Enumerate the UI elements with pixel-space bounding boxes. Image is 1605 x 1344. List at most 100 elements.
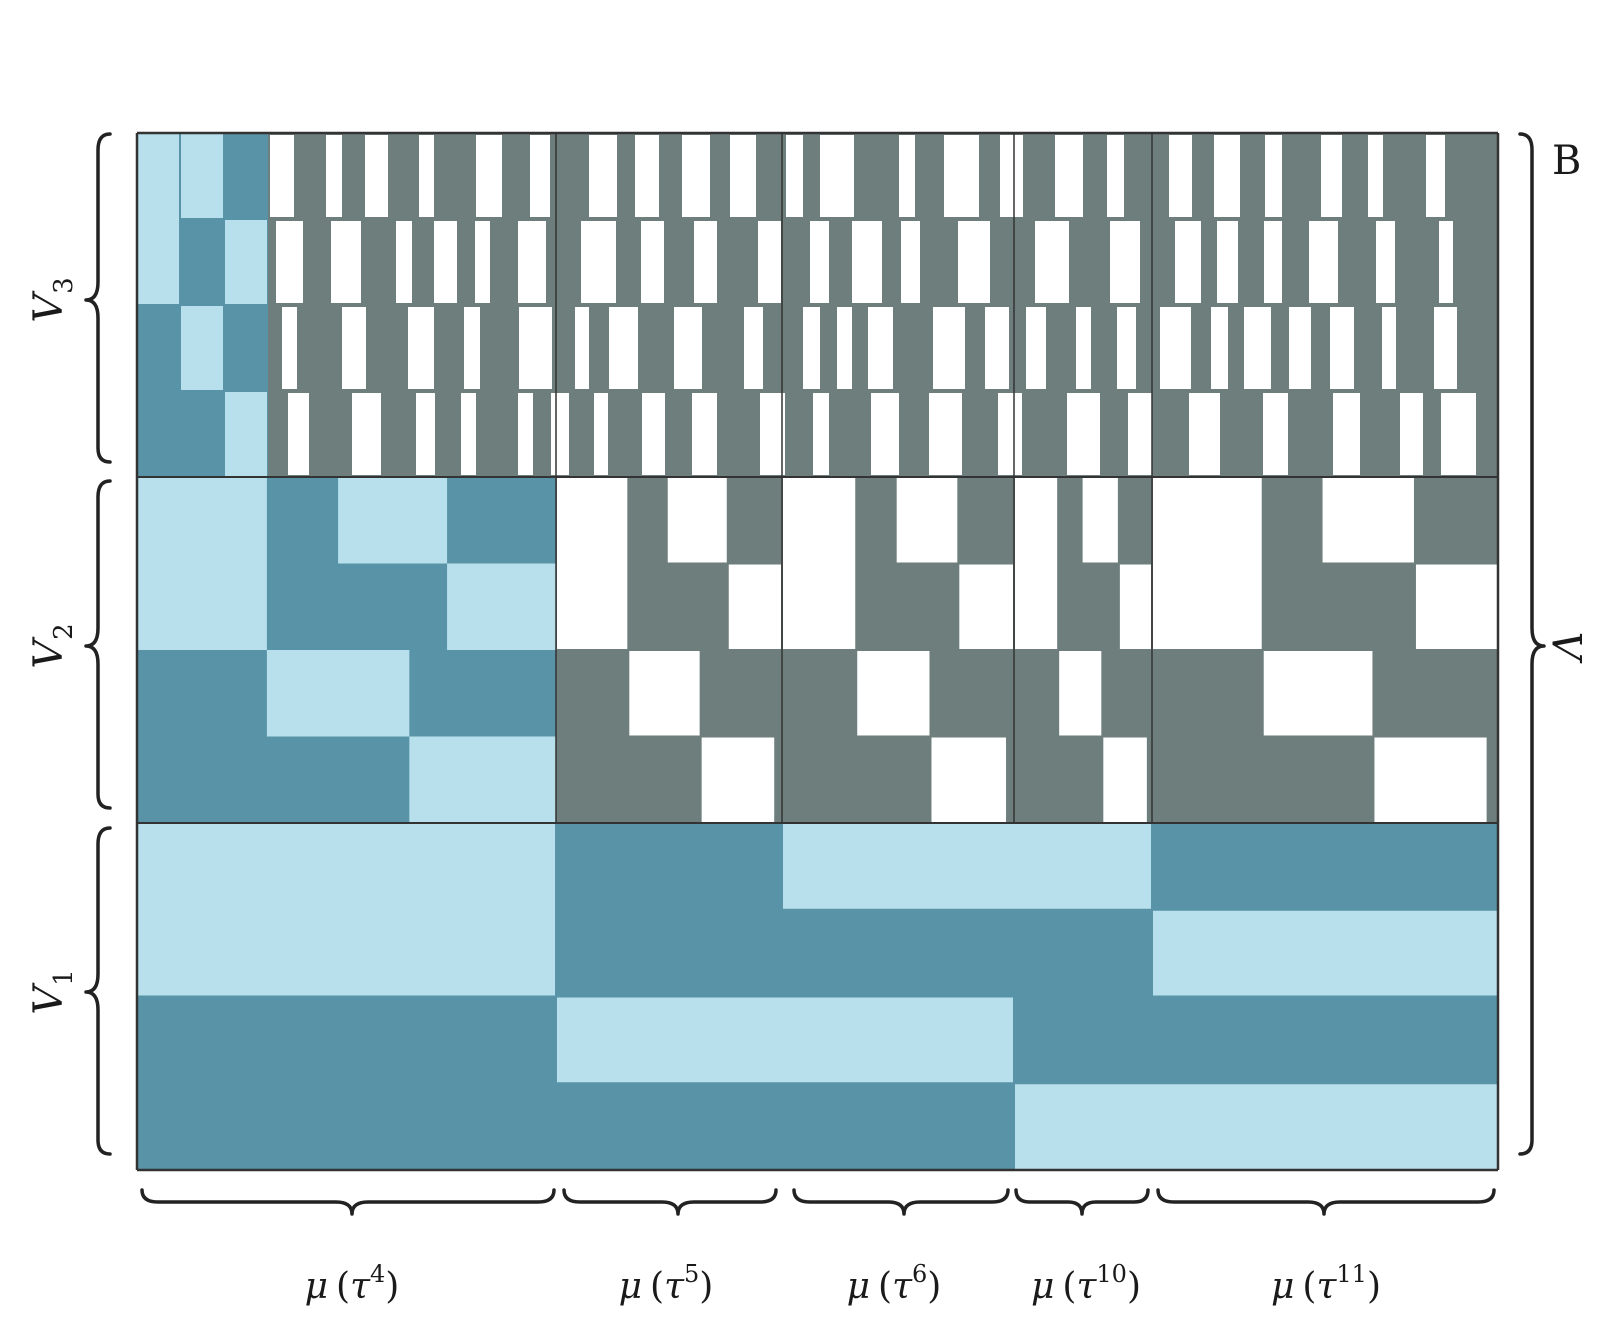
v1-cell-2 [783, 824, 1151, 909]
v3-stripe-r0-19 [1265, 135, 1282, 217]
brace-col-tau10 [1014, 1188, 1150, 1216]
v2-group1-white-1 [667, 478, 727, 563]
v3-stripe-r2-13 [985, 307, 1009, 389]
v2-group3-white-4 [1103, 737, 1147, 822]
v2-group1-white-0 [557, 478, 628, 649]
v3-stripe-r1-17 [1217, 221, 1238, 303]
label-lambda: Λ [1546, 632, 1592, 665]
v3-stripe-r0-14 [1000, 135, 1023, 217]
v3-stripe-r1-6 [581, 221, 616, 303]
v3-stripe-r0-12 [899, 135, 915, 217]
v2-group0-cell-2 [447, 563, 556, 650]
v3-stripe-r3-13 [998, 393, 1022, 475]
svg-text:V1: V1 [26, 969, 79, 1014]
brace-col-tau4 [140, 1188, 556, 1216]
v3-stripe-r2-5 [575, 307, 589, 389]
v3-light-4 [225, 392, 267, 476]
v3-stripe-r2-2 [408, 307, 434, 389]
v3-stripe-r0-6 [589, 135, 617, 217]
v2-group0-cell-3 [266, 650, 410, 737]
col-label-tau6: μ (τ6) [847, 1260, 942, 1307]
v3-stripe-r1-12 [901, 221, 920, 303]
v3-stripe-r3-19 [1400, 393, 1423, 475]
col-label-tau4: μ (τ4) [305, 1260, 400, 1307]
v3-stripe-r3-10 [813, 393, 829, 475]
col-label-tau5: μ (τ5) [619, 1260, 714, 1307]
v3-stripe-r1-3 [434, 221, 457, 303]
label-b: B [1552, 138, 1581, 184]
v3-stripe-r0-16 [1107, 135, 1124, 217]
v2-group1-white-4 [701, 737, 775, 822]
v3-light-0 [138, 134, 179, 304]
v3-stripe-r3-5 [551, 393, 569, 475]
v3-stripe-r2-0 [282, 307, 297, 389]
v3-stripe-r3-20 [1441, 393, 1476, 475]
v2-group4-white-2 [1415, 564, 1497, 649]
v2-group2-white-3 [857, 651, 930, 736]
v3-stripe-r1-14 [1035, 221, 1069, 303]
v3-stripe-r2-14 [1026, 307, 1046, 389]
v3-stripe-r1-10 [810, 221, 829, 303]
v1-cell-0 [138, 824, 555, 996]
v3-stripe-r2-12 [933, 307, 965, 389]
v3-stripe-r0-22 [1426, 135, 1445, 217]
v3-stripe-r1-4 [475, 221, 490, 303]
v3-stripe-r0-20 [1321, 135, 1342, 217]
row-label-v3: V3 [26, 277, 79, 322]
v1-cell-4 [1153, 910, 1497, 996]
grid-lines [135, 131, 1500, 1172]
v2-group4-white-1 [1322, 478, 1414, 563]
v2-group1-white-3 [629, 651, 700, 736]
v3-stripe-r2-8 [744, 307, 763, 389]
v3-stripe-r3-6 [594, 393, 608, 475]
v2-group2-white-2 [959, 564, 1013, 649]
v3-stripe-r2-23 [1434, 307, 1457, 389]
v3-stripe-r2-11 [868, 307, 893, 389]
brace-col-tau5 [562, 1188, 778, 1216]
v3-stripe-r2-9 [803, 307, 820, 389]
v3-stripe-r0-8 [682, 135, 710, 217]
v3-stripe-r0-13 [944, 135, 979, 217]
v3-stripe-r3-15 [1128, 393, 1152, 475]
v2-group3-white-3 [1059, 651, 1102, 736]
v3-stripe-r3-7 [642, 393, 665, 475]
v3-stripe-r3-17 [1263, 393, 1288, 475]
v3-stripe-r2-6 [609, 307, 638, 389]
v3-stripe-r0-18 [1214, 135, 1240, 217]
v3-stripe-r2-7 [674, 307, 702, 389]
grid-cells [137, 133, 1498, 1170]
v3-stripe-r3-4 [518, 393, 533, 475]
v3-stripe-r2-20 [1289, 307, 1311, 389]
v3-stripe-r1-21 [1439, 221, 1453, 303]
v3-stripe-r0-0 [270, 135, 294, 217]
v3-stripe-r0-21 [1368, 135, 1383, 217]
v3-stripe-r3-9 [760, 393, 785, 475]
v2-group4-white-0 [1153, 478, 1262, 649]
v3-stripe-r0-10 [786, 135, 803, 217]
v3-stripe-r2-3 [464, 307, 480, 389]
v3-stripe-r1-2 [396, 221, 412, 303]
v3-stripe-r2-22 [1382, 307, 1396, 389]
v3-stripe-r1-18 [1264, 221, 1282, 303]
brace-v3 [84, 132, 112, 464]
v3-stripe-r2-21 [1330, 307, 1354, 389]
v2-group2-white-1 [896, 478, 958, 563]
v3-stripe-r0-2 [365, 135, 388, 217]
v3-stripe-r0-7 [635, 135, 659, 217]
v2-group0-cell-4 [409, 736, 556, 823]
brace-col-tau11 [1156, 1188, 1496, 1216]
v3-stripe-r2-4 [519, 307, 552, 389]
v2-group0-cell-0 [137, 477, 267, 650]
v3-stripe-r3-8 [692, 393, 717, 475]
v3-stripe-r1-1 [331, 221, 361, 303]
brace-col-tau6 [792, 1188, 1010, 1216]
v3-stripe-r0-1 [326, 135, 342, 217]
brace-lambda [1518, 132, 1546, 1156]
v3-stripe-r0-15 [1055, 135, 1083, 217]
v3-stripe-r0-4 [476, 135, 502, 217]
v2-group3-white-1 [1082, 478, 1118, 563]
v3-stripe-r1-20 [1376, 221, 1395, 303]
v3-light-3 [181, 306, 223, 390]
v3-stripe-r0-3 [419, 135, 434, 217]
